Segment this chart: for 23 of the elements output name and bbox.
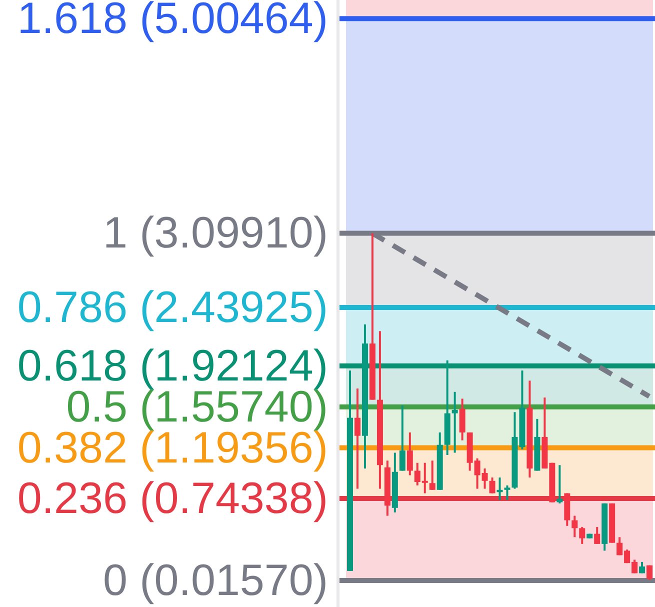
candlestick [452, 390, 458, 454]
candlestick [572, 514, 578, 538]
candlestick [354, 388, 360, 490]
y-tick-label: (0.74338) [140, 474, 328, 524]
candlestick [504, 484, 510, 502]
text: 0.236 [17, 474, 128, 524]
candlestick [646, 564, 653, 581]
text: 0.786 [17, 283, 128, 332]
y-tick-label: (2.43925) [140, 283, 328, 332]
y-tick-label: (3.09910) [140, 208, 328, 258]
y-tick-label: (5.00464) [140, 0, 328, 44]
y-tick-label: (0.01570) [140, 556, 328, 605]
text: 1.618 [17, 0, 128, 44]
candlestick [399, 404, 406, 472]
candlestick [429, 460, 436, 491]
candlestick [459, 398, 466, 442]
candlestick [556, 464, 563, 504]
candlestick [579, 526, 586, 545]
candlestick [594, 526, 600, 545]
candlestick [489, 476, 496, 494]
text: 1 [102, 208, 128, 258]
candlestick [406, 431, 413, 476]
text: 0 [102, 556, 128, 605]
